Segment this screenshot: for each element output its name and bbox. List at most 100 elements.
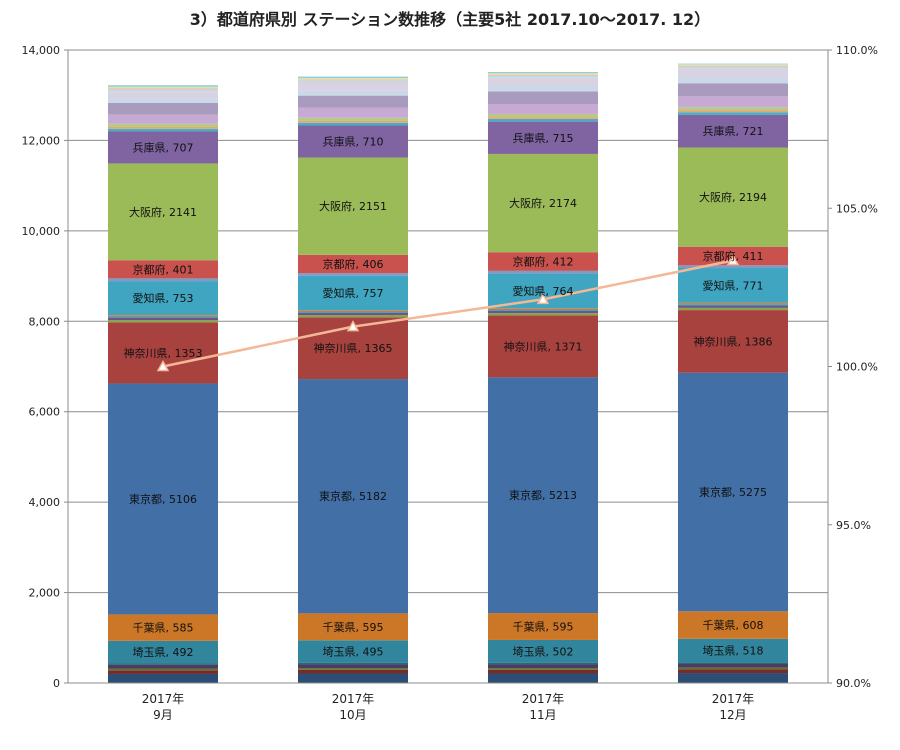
bar-segment [678, 65, 788, 68]
y-tick-label: 0 [53, 677, 60, 690]
data-label: 千葉県, 595 [323, 620, 384, 634]
bar-segment [298, 275, 408, 311]
data-label: 兵庫県, 715 [513, 131, 574, 145]
bar-segment [488, 664, 598, 669]
data-label: 京都府, 411 [703, 249, 764, 263]
bar-segment [298, 125, 408, 158]
chart-title: 3）都道府県別 ステーション数推移（主要5社 2017.10～2017. 12） [189, 10, 711, 29]
bar-segment [298, 120, 408, 123]
bar-segment [488, 668, 598, 670]
x-tick-label: 2017年 [332, 692, 375, 706]
bar-segment [488, 73, 598, 75]
bar-segment [488, 613, 598, 640]
data-label: 愛知県, 757 [323, 286, 384, 300]
bar-segment [108, 126, 218, 129]
bar-segment [108, 614, 218, 641]
y2-tick-label: 110.0% [836, 44, 878, 57]
data-label: 千葉県, 608 [703, 618, 764, 632]
bar-segment [298, 157, 408, 255]
bar-segment [678, 302, 788, 305]
bar-segment [298, 311, 408, 313]
bar-segment [108, 163, 218, 261]
trend-point [156, 359, 170, 372]
data-label: 京都府, 406 [323, 257, 384, 271]
bar-segment [488, 310, 598, 314]
bar-segment [678, 67, 788, 69]
bar-segment [108, 322, 218, 384]
bar-segment [108, 88, 218, 90]
bar-segment [488, 121, 598, 154]
bar-segment [678, 638, 788, 663]
trend-point [346, 320, 360, 332]
data-label: 神奈川県, 1353 [124, 346, 203, 360]
data-label: 兵庫県, 721 [703, 124, 764, 138]
data-label: 神奈川県, 1365 [314, 341, 393, 355]
bar-segment [488, 153, 598, 253]
data-label: 東京都, 5275 [699, 485, 767, 499]
x-tick-label: 12月 [719, 708, 746, 722]
bar-segment [678, 662, 788, 665]
bar-segment [678, 265, 788, 269]
bar-segment [298, 312, 408, 316]
bar-segment [488, 75, 598, 78]
y2-tick-label: 95.0% [836, 519, 871, 532]
x-tick-label: 2017年 [712, 692, 755, 706]
bar-segment [108, 670, 218, 674]
bar-segment [108, 89, 218, 92]
bar-segment [488, 71, 598, 74]
x-tick-label: 2017年 [522, 692, 565, 706]
bar-segment [108, 85, 218, 87]
x-tick-label: 11月 [529, 708, 556, 722]
bar-segment [488, 308, 598, 310]
bar-segment [678, 107, 788, 111]
bar-segment [298, 107, 408, 118]
bar-segment [488, 669, 598, 674]
bar-segment [108, 123, 218, 127]
y2-tick-label: 105.0% [836, 202, 878, 215]
bar-segment [678, 63, 788, 65]
bar-segment [488, 74, 598, 76]
data-label: 埼玉県, 502 [513, 644, 574, 658]
data-label: 大阪府, 2141 [129, 205, 197, 219]
bar-segment [108, 668, 218, 671]
bar-segment [298, 664, 408, 669]
data-label: 愛知県, 753 [133, 291, 194, 305]
bar-segment [108, 640, 218, 664]
bar-segment [298, 662, 408, 665]
bar-segment [678, 68, 788, 77]
data-label: 兵庫県, 707 [133, 140, 194, 154]
bar-segment [678, 310, 788, 373]
data-label: 神奈川県, 1386 [694, 334, 773, 348]
bar-segment [108, 316, 218, 318]
bar-segment [298, 310, 408, 312]
bar-segment [298, 80, 408, 83]
y-tick-label: 4,000 [29, 496, 61, 509]
y-tick-label: 6,000 [29, 406, 61, 419]
y-tick-label: 8,000 [29, 315, 61, 328]
bar-segment [488, 117, 598, 119]
bar-segment [108, 673, 218, 683]
bar-segment [298, 668, 408, 670]
data-label: 神奈川県, 1371 [504, 339, 583, 353]
bar-segment [678, 669, 788, 674]
bar-segment [678, 112, 788, 115]
bar-segment [298, 90, 408, 96]
bar-segment [678, 147, 788, 247]
bar-segment [488, 85, 598, 92]
data-label: 京都府, 412 [513, 255, 574, 269]
bar-segment [678, 83, 788, 97]
bar-segment [488, 313, 598, 316]
bar-segment [488, 103, 598, 114]
bar-segment [108, 91, 218, 99]
bar-segment [678, 673, 788, 683]
bar-segment [108, 131, 218, 164]
data-label: 埼玉県, 492 [133, 645, 194, 659]
bar-segment [678, 304, 788, 306]
bar-segment [108, 102, 218, 115]
x-tick-label: 10月 [339, 708, 366, 722]
bar-segment [108, 320, 218, 323]
data-label: 千葉県, 595 [513, 620, 574, 634]
bar-segment [108, 663, 218, 665]
bar-segment [678, 611, 788, 639]
